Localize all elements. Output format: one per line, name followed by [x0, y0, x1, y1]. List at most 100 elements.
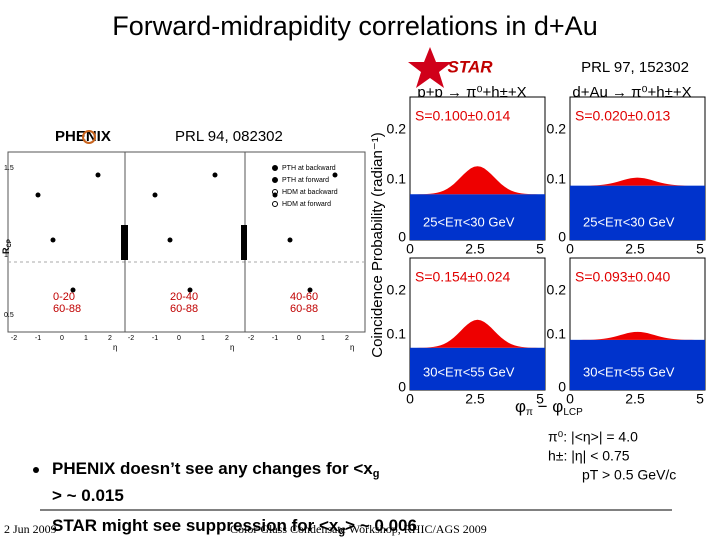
phenix-legend-marker: [272, 177, 278, 183]
cut-text: π⁰: |<η>| = 4.0: [548, 429, 638, 445]
phenix-y-label: RCP: [1, 239, 12, 254]
star-y-tick-label: 0.2: [387, 282, 407, 298]
phenix-sys-box: [241, 225, 247, 260]
star-energy-label: 30<Eπ<55 GeV: [423, 364, 515, 379]
bullet-part: g: [338, 525, 345, 537]
phenix-legend-marker: [272, 201, 278, 207]
star-pedestal: [410, 194, 545, 240]
phenix-x-label: η: [113, 343, 117, 352]
star-y-tick-label: 0: [398, 229, 406, 245]
footer-date: 2 Jun 2009: [4, 522, 57, 536]
star-peak: [570, 331, 705, 340]
phenix-legend-label: PTH at backward: [282, 165, 336, 172]
phenix-legend-label: HDM at forward: [282, 201, 331, 208]
star-logo-text: STAR: [447, 57, 493, 76]
phenix-y-label-sub: CP: [7, 239, 13, 247]
star-y-tick-label: 0.2: [547, 121, 567, 137]
phenix-panel-label: 60-88: [53, 303, 81, 315]
phenix-y-label-main: R: [1, 247, 11, 254]
star-x-tick-label: 2.5: [625, 241, 645, 257]
bullet-marker: [33, 467, 39, 473]
bullet-part: > ~ 0.006: [345, 516, 417, 535]
star-peak: [410, 166, 545, 195]
phenix-point: [167, 237, 173, 243]
star-y-tick-label: 0.2: [387, 121, 407, 137]
phenix-x-tick-label: 2: [345, 335, 349, 342]
bullet-text: PHENIX doesn’t see any changes for <xg > …: [52, 459, 380, 505]
star-y-label: Coincidence Probability (radian⁻¹): [369, 132, 386, 358]
phenix-sys-box: [121, 225, 127, 260]
star-pedestal: [570, 185, 705, 240]
phenix-point: [70, 287, 76, 293]
bullet-text: STAR might see suppression for <xg> ~ 0.…: [52, 516, 417, 536]
footer-event: Color Glass Condensate Workshop, RHIC/AG…: [230, 522, 487, 536]
star-peak: [570, 177, 705, 186]
phenix-x-tick-label: 1: [84, 335, 88, 342]
star-signal-label: S=0.154±0.024: [415, 269, 510, 285]
phenix-y-tick-label: 0.5: [4, 312, 14, 319]
star-y-tick-label: 0: [558, 379, 566, 395]
star-y-tick-label: 0.2: [547, 282, 567, 298]
phenix-y-tick-label: 1.5: [4, 165, 14, 172]
star-y-tick-label: 0: [558, 229, 566, 245]
phenix-x-tick-label: -2: [128, 335, 134, 342]
phenix-logo-icon: [82, 130, 96, 144]
phenix-x-tick-label: -1: [272, 335, 278, 342]
star-y-tick-label: 0.1: [387, 325, 407, 341]
phenix-x-tick-label: 2: [225, 335, 229, 342]
star-x-tick-label: 2.5: [625, 391, 645, 407]
star-x-label-part: φ: [515, 397, 526, 416]
star-x-tick-label: 0: [566, 241, 574, 257]
star-pedestal: [570, 339, 705, 390]
phenix-panel-label: 60-88: [290, 303, 318, 315]
star-y-tick-label: 0.1: [387, 171, 407, 187]
phenix-point: [50, 237, 56, 243]
star-signal-label: S=0.093±0.040: [575, 269, 670, 285]
phenix-point: [307, 287, 313, 293]
star-x-tick-label: 5: [696, 241, 704, 257]
phenix-legend-label: PTH at forward: [282, 177, 329, 184]
phenix-point: [187, 287, 193, 293]
phenix-x-tick-label: 2: [108, 335, 112, 342]
phenix-x-tick-label: 1: [321, 335, 325, 342]
phenix-x-tick-label: -1: [152, 335, 158, 342]
phenix-panel-label: 20-40: [170, 291, 198, 303]
star-peak: [410, 319, 545, 348]
bullet-part: > ~ 0.015: [52, 486, 124, 505]
phenix-x-tick-label: 0: [60, 335, 64, 342]
phenix-logo-left: PH: [55, 128, 76, 145]
star-x-tick-label: 0: [406, 241, 414, 257]
star-reference: PRL 97, 152302: [581, 59, 689, 76]
cut-text: h±: |η| < 0.75: [548, 448, 630, 464]
phenix-point: [332, 172, 338, 178]
phenix-y-tick-label: 1: [4, 252, 8, 259]
phenix-point: [212, 172, 218, 178]
slide-title: Forward-midrapidity correlations in d+Au: [112, 11, 597, 41]
star-y-tick-label: 0: [398, 379, 406, 395]
star-x-tick-label: 0: [566, 391, 574, 407]
star-energy-label: 25<Eπ<30 GeV: [583, 214, 675, 229]
phenix-legend-marker: [272, 165, 278, 171]
star-signal-label: S=0.100±0.014: [415, 108, 510, 124]
phenix-reference: PRL 94, 082302: [175, 128, 283, 145]
star-x-tick-label: 5: [536, 241, 544, 257]
phenix-x-label: η: [230, 343, 234, 352]
phenix-x-tick-label: -1: [35, 335, 41, 342]
phenix-x-tick-label: -2: [11, 335, 17, 342]
star-energy-label: 30<Eπ<55 GeV: [583, 364, 675, 379]
bullet-part: g: [373, 468, 380, 480]
phenix-point: [95, 172, 101, 178]
phenix-x-tick-label: 1: [201, 335, 205, 342]
star-x-label-part: LCP: [563, 407, 583, 418]
cut-text: pT > 0.5 GeV/c: [582, 467, 676, 483]
bullet-part: PHENIX doesn’t see any changes for <x: [52, 459, 373, 478]
phenix-legend-marker: [272, 189, 278, 195]
star-y-tick-label: 0.1: [547, 171, 567, 187]
phenix-point: [287, 237, 293, 243]
phenix-x-tick-label: 0: [177, 335, 181, 342]
star-x-tick-label: 5: [536, 391, 544, 407]
star-y-tick-label: 0.1: [547, 325, 567, 341]
star-x-tick-label: 5: [696, 391, 704, 407]
phenix-point: [152, 192, 158, 198]
